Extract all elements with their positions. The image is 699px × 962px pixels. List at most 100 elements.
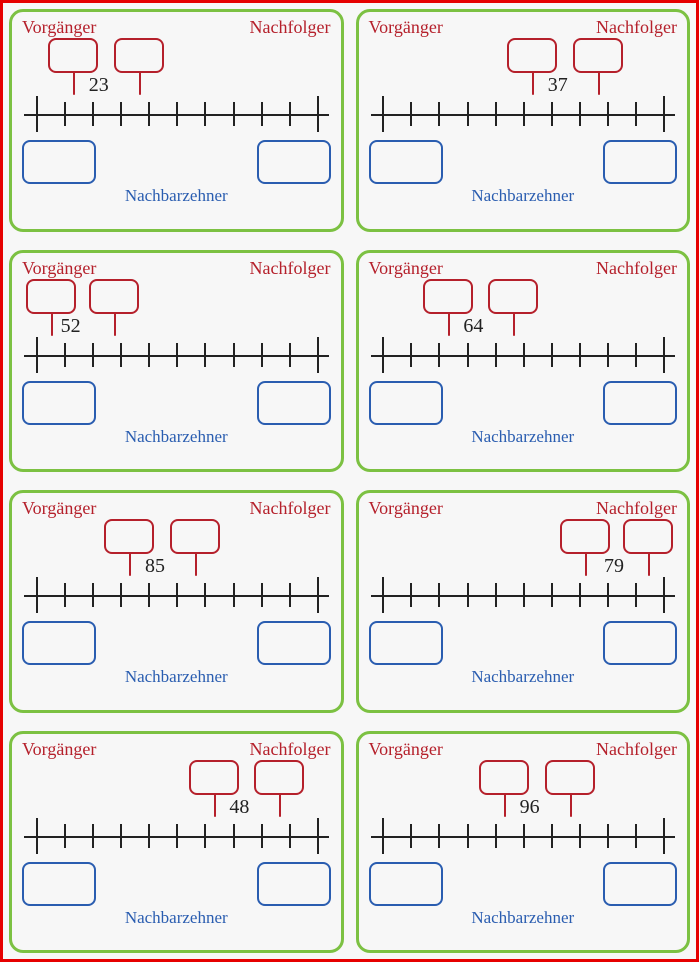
tick [410, 102, 412, 126]
nachbarzehner-left-box[interactable] [22, 621, 96, 665]
answer-bubble-row: 48 [20, 760, 333, 810]
nachbarzehner-left-box[interactable] [369, 140, 443, 184]
tick [317, 337, 319, 373]
vorgaenger-label: Vorgänger [22, 259, 96, 277]
bottom-row [20, 621, 333, 665]
worksheet-card: VorgängerNachfolger 64 Nachbarzehner [356, 250, 691, 473]
number-line [367, 573, 680, 623]
answer-bubble-row: 64 [367, 279, 680, 329]
tick [204, 824, 206, 848]
tick [92, 824, 94, 848]
number-line [367, 814, 680, 864]
vorgaenger-answer-box[interactable] [560, 519, 610, 554]
top-labels: VorgängerNachfolger [20, 499, 333, 517]
nachbarzehner-left-box[interactable] [369, 621, 443, 665]
tick [438, 102, 440, 126]
worksheet-card: VorgängerNachfolger 37 Nachbarzehner [356, 9, 691, 232]
tick [204, 102, 206, 126]
tick [523, 343, 525, 367]
nachbarzehner-right-box[interactable] [257, 621, 331, 665]
nachfolger-answer-box[interactable] [545, 760, 595, 795]
nachbarzehner-right-box[interactable] [603, 862, 677, 906]
tick [176, 583, 178, 607]
nachbarzehner-label: Nachbarzehner [367, 186, 680, 206]
tick [233, 343, 235, 367]
tick [467, 583, 469, 607]
nachbarzehner-left-box[interactable] [369, 381, 443, 425]
nachbarzehner-left-box[interactable] [22, 381, 96, 425]
nachfolger-answer-box[interactable] [170, 519, 220, 554]
tick [317, 818, 319, 854]
answer-bubble-row: 85 [20, 519, 333, 569]
tick [551, 583, 553, 607]
vorgaenger-label: Vorgänger [22, 499, 96, 517]
answer-bubble-row: 96 [367, 760, 680, 810]
top-labels: VorgängerNachfolger [367, 259, 680, 277]
nachfolger-answer-box[interactable] [89, 279, 139, 314]
tick [204, 343, 206, 367]
bottom-row [20, 381, 333, 425]
answer-bubble-row: 37 [367, 38, 680, 88]
tick [36, 337, 38, 373]
nachbarzehner-right-box[interactable] [603, 140, 677, 184]
nachbarzehner-left-box[interactable] [22, 140, 96, 184]
answer-bubble-row: 23 [20, 38, 333, 88]
tick [382, 337, 384, 373]
number-line [367, 92, 680, 142]
vorgaenger-answer-box[interactable] [26, 279, 76, 314]
tick [148, 583, 150, 607]
nachbarzehner-left-box[interactable] [22, 862, 96, 906]
vorgaenger-answer-box[interactable] [423, 279, 473, 314]
nachbarzehner-right-box[interactable] [257, 381, 331, 425]
nachbarzehner-right-box[interactable] [603, 621, 677, 665]
tick [579, 824, 581, 848]
nachfolger-answer-box[interactable] [114, 38, 164, 73]
number-line [20, 333, 333, 383]
vorgaenger-answer-box[interactable] [479, 760, 529, 795]
top-labels: VorgängerNachfolger [367, 740, 680, 758]
tick [495, 102, 497, 126]
worksheet-card: VorgängerNachfolger85Nachbarzehner [9, 490, 344, 713]
number-line [367, 333, 680, 383]
tick [233, 583, 235, 607]
tick [523, 583, 525, 607]
nachbarzehner-right-box[interactable] [257, 862, 331, 906]
tick [289, 583, 291, 607]
nachbarzehner-label: Nachbarzehner [367, 427, 680, 447]
nachbarzehner-left-box[interactable] [369, 862, 443, 906]
nachbarzehner-right-box[interactable] [603, 381, 677, 425]
tick [92, 583, 94, 607]
tick [663, 337, 665, 373]
nachfolger-answer-box[interactable] [623, 519, 673, 554]
vorgaenger-answer-box[interactable] [48, 38, 98, 73]
tick [495, 824, 497, 848]
vorgaenger-answer-box[interactable] [189, 760, 239, 795]
nachfolger-answer-box[interactable] [254, 760, 304, 795]
answer-bubble-row: 79 [367, 519, 680, 569]
vorgaenger-answer-box[interactable] [507, 38, 557, 73]
nachfolger-label: Nachfolger [596, 740, 677, 758]
tick [261, 583, 263, 607]
tick [551, 343, 553, 367]
tick [261, 343, 263, 367]
nachbarzehner-label: Nachbarzehner [367, 667, 680, 687]
nachfolger-answer-box[interactable] [573, 38, 623, 73]
nachfolger-label: Nachfolger [596, 499, 677, 517]
top-labels: VorgängerNachfolger [20, 740, 333, 758]
nachbarzehner-right-box[interactable] [257, 140, 331, 184]
answer-bubble-row: 52 [20, 279, 333, 329]
tick [410, 583, 412, 607]
worksheet-card: VorgängerNachfolger23Nachbarzehner [9, 9, 344, 232]
nachbarzehner-label: Nachbarzehner [20, 186, 333, 206]
nachfolger-answer-box[interactable] [488, 279, 538, 314]
tick [382, 96, 384, 132]
nachbarzehner-label: Nachbarzehner [20, 427, 333, 447]
tick [382, 577, 384, 613]
tick [663, 818, 665, 854]
tick [663, 96, 665, 132]
tick [36, 96, 38, 132]
top-labels: VorgängerNachfolger [367, 18, 680, 36]
tick [176, 343, 178, 367]
tick [579, 583, 581, 607]
vorgaenger-answer-box[interactable] [104, 519, 154, 554]
